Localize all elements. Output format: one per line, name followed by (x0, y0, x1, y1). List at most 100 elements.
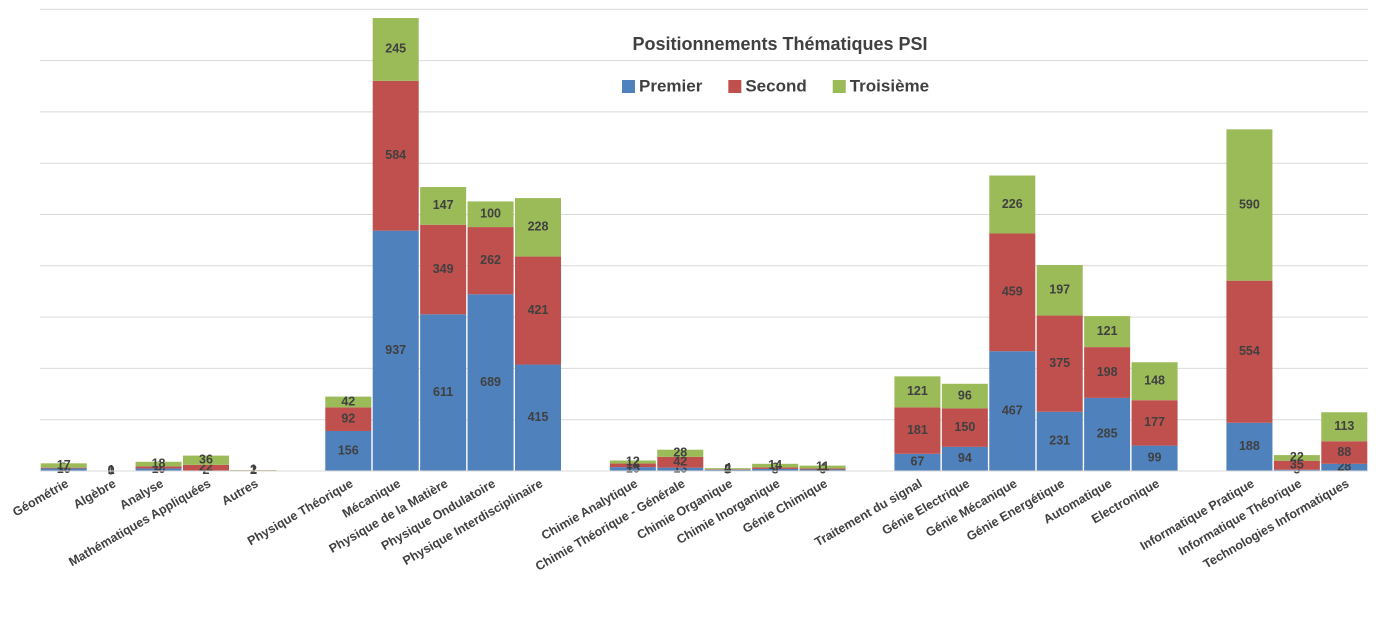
bar-segment (1273, 455, 1320, 461)
data-label: 17 (57, 458, 71, 472)
bar-segment (135, 468, 182, 471)
data-label: 156 (338, 443, 359, 457)
data-label: 6 (819, 463, 826, 477)
bar-segment (1036, 315, 1083, 412)
data-label: 375 (1049, 356, 1070, 370)
bar-segment (420, 314, 467, 471)
data-label: 99 (1148, 451, 1162, 465)
bar-segment (1321, 463, 1368, 471)
data-label: 36 (199, 453, 213, 467)
bar-segment (420, 187, 467, 225)
legend-swatch (622, 80, 635, 93)
bar-segment (752, 463, 799, 468)
bar-segment (657, 467, 704, 471)
data-label: 590 (1239, 197, 1260, 211)
data-label: 150 (954, 420, 975, 434)
data-label: 121 (1097, 324, 1118, 338)
x-tick-label: Autres (219, 476, 260, 508)
bar-segment (420, 224, 467, 315)
data-label: 181 (907, 423, 928, 437)
bar-segment (372, 80, 419, 231)
data-label: 88 (1337, 445, 1351, 459)
bar-segment (941, 383, 988, 409)
bar-segment (657, 456, 704, 468)
bar-segment (1321, 412, 1368, 442)
data-label: 42 (341, 394, 355, 408)
bar-segment (467, 227, 514, 295)
bar-segment (1226, 129, 1273, 281)
data-label: 11 (816, 459, 829, 473)
bar-segment (1226, 280, 1273, 423)
data-label: 100 (480, 207, 501, 221)
bar-segment (1036, 411, 1083, 471)
data-label: 231 (1049, 434, 1070, 448)
data-label: 94 (958, 451, 972, 465)
bar-segment (135, 466, 182, 469)
data-label: 67 (910, 455, 924, 469)
bar-segment (372, 230, 419, 471)
bar-segment (989, 351, 1036, 471)
data-label: 28 (673, 446, 687, 460)
bar-segment (325, 407, 372, 431)
bar-segment (752, 468, 799, 471)
data-label: 14 (768, 458, 782, 472)
bar-segment (1084, 347, 1131, 398)
bar-segment (514, 256, 562, 365)
bar-segment (182, 455, 230, 465)
data-label: 35 (1290, 458, 1304, 472)
bar-segment (657, 449, 704, 457)
bar-segment (1036, 265, 1083, 316)
chart-title: Positionnements Thématiques PSI (632, 34, 927, 54)
data-label: 584 (385, 148, 406, 162)
bar-segment (894, 453, 941, 471)
data-label: 467 (1002, 403, 1023, 417)
bar-segment (135, 461, 182, 467)
data-label: 6 (772, 460, 779, 474)
bar-segment (1273, 460, 1320, 470)
legend-label: Premier (639, 76, 703, 95)
data-label: 18 (152, 456, 166, 470)
data-label: 611 (433, 385, 453, 399)
bar-segment (941, 408, 988, 447)
data-label: 245 (385, 42, 406, 56)
x-tick-group: Autres (219, 476, 260, 508)
data-label: 4 (724, 461, 731, 475)
legend-label: Troisième (850, 76, 929, 95)
bar-segment (1131, 400, 1178, 446)
bar-segment (372, 18, 419, 81)
legend-swatch (728, 80, 742, 93)
data-label: 937 (385, 343, 406, 357)
data-label: 554 (1239, 344, 1260, 358)
bar-segment (1321, 441, 1368, 464)
data-label: 12 (626, 454, 640, 468)
data-label: 285 (1097, 427, 1118, 441)
data-label: 228 (528, 220, 549, 234)
bar-segment (40, 468, 87, 471)
data-label: 197 (1049, 283, 1070, 297)
bar-segment (609, 467, 656, 471)
bar-segment (1226, 422, 1273, 471)
bar-segment (799, 468, 846, 470)
data-label: 0 (108, 463, 115, 477)
x-tick-label: Algèbre (71, 476, 118, 511)
bar-segment (941, 446, 988, 471)
data-label: 148 (1144, 374, 1165, 388)
data-label: 1 (250, 462, 257, 476)
data-label: 188 (1239, 439, 1260, 453)
bar-segment (1084, 316, 1131, 348)
bar-segment (704, 469, 751, 470)
data-label: 92 (341, 411, 355, 425)
bar-segment (609, 463, 656, 468)
data-label: 113 (1334, 419, 1354, 433)
bar-segment (799, 469, 846, 471)
x-tick-group: Algèbre (71, 476, 118, 511)
data-label: 0 (108, 463, 115, 477)
legend-swatch (832, 80, 846, 93)
data-label: 349 (433, 262, 454, 276)
bar-segment (752, 467, 799, 469)
data-label: 689 (480, 375, 501, 389)
bar-segment (609, 460, 656, 464)
bar-segment (894, 407, 941, 454)
bar-segment (704, 468, 751, 470)
bar-segment (989, 175, 1036, 234)
